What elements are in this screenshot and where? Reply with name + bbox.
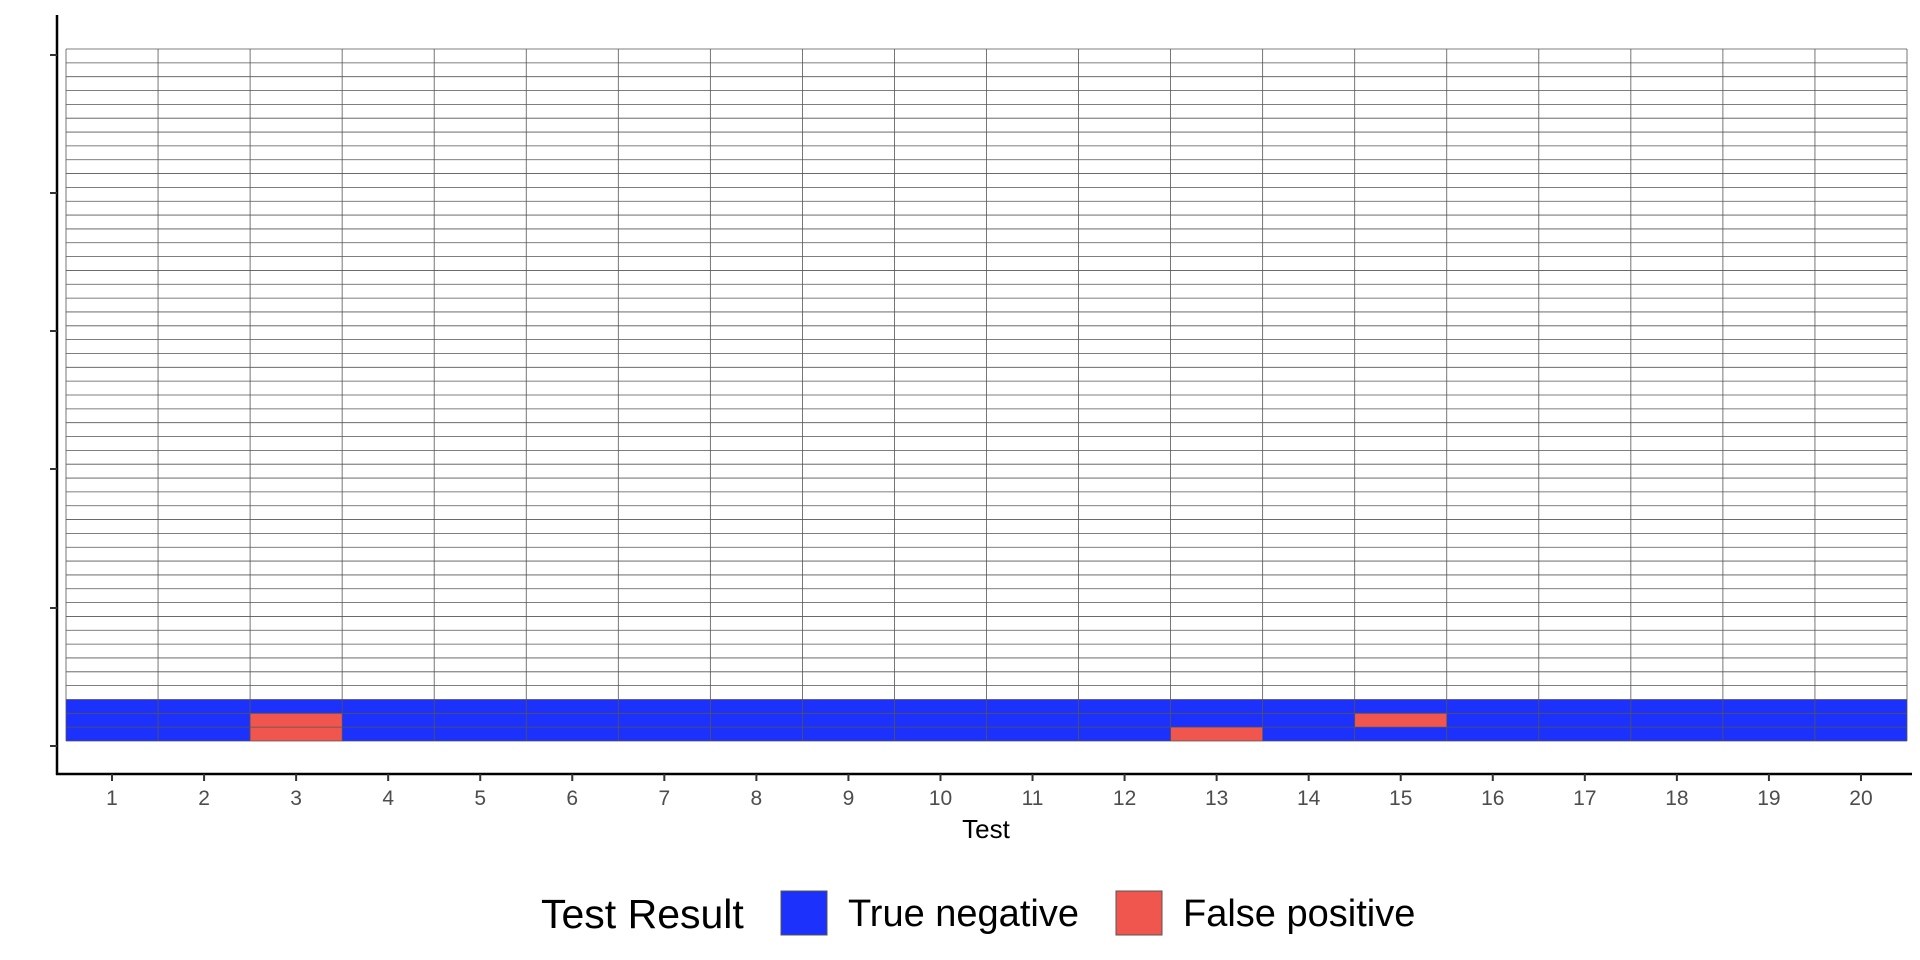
x-tick-label: 4 [382, 787, 394, 810]
heatmap-cell [250, 699, 343, 714]
x-tick-label: 18 [1665, 787, 1688, 810]
heatmap-cell [1630, 727, 1723, 741]
heatmap-cell [1538, 713, 1631, 728]
heatmap-cell [1262, 727, 1355, 741]
heatmap-cell [1078, 699, 1171, 714]
heatmap-cell [342, 699, 435, 714]
legend-title: Test Result [541, 891, 744, 937]
heatmap-cell [1722, 713, 1815, 728]
x-tick-label: 17 [1573, 787, 1596, 810]
x-tick-label: 5 [474, 787, 486, 810]
heatmap-cell [1446, 727, 1539, 741]
heatmap-cell [158, 727, 251, 741]
heatmap-cell [66, 699, 159, 714]
heatmap-cell [1630, 699, 1723, 714]
heatmap-cell [250, 727, 343, 741]
heatmap-cell [986, 727, 1079, 741]
heatmap-cell [1170, 699, 1263, 714]
legend: Test Result True negative False positive [541, 890, 1415, 937]
legend-swatch-true-negative [780, 890, 828, 936]
heatmap-cell [158, 699, 251, 714]
heatmap-cell [1446, 713, 1539, 728]
heatmap-cell [1538, 699, 1631, 714]
heatmap-cell [342, 713, 435, 728]
heatmap-grid [65, 48, 1908, 742]
heatmap-cell [250, 713, 343, 728]
heatmap-cell [1722, 727, 1815, 741]
x-tick-label: 15 [1389, 787, 1412, 810]
heatmap-cell [1354, 713, 1447, 728]
x-tick-label: 14 [1297, 787, 1321, 810]
legend-label-false-positive: False positive [1183, 893, 1415, 935]
x-tick-label: 20 [1849, 787, 1872, 810]
heatmap-cell [526, 727, 619, 741]
heatmap-cell [158, 713, 251, 728]
heatmap-cell [710, 727, 803, 741]
x-tick-label: 11 [1022, 787, 1044, 810]
heatmap-cell [986, 713, 1079, 728]
heatmap-cell [1078, 713, 1171, 728]
heatmap-cell [1722, 699, 1815, 714]
heatmap-cell [1538, 727, 1631, 741]
heatmap-cell [986, 699, 1079, 714]
heatmap-cell [1354, 699, 1447, 714]
heatmap-cell [1814, 699, 1907, 714]
x-tick-label: 2 [198, 787, 210, 810]
x-tick-label: 8 [751, 787, 763, 810]
heatmap-cell [66, 727, 159, 741]
heatmap-cell [1078, 727, 1171, 741]
heatmap-cell [434, 713, 527, 728]
x-axis-title: Test [962, 814, 1010, 844]
heatmap-cell [434, 727, 527, 741]
heatmap-cell [618, 699, 711, 714]
heatmap-cell [894, 713, 987, 728]
heatmap-cell [526, 713, 619, 728]
heatmap-cell [1262, 713, 1355, 728]
heatmap-cell [1814, 727, 1907, 741]
heatmap-cell [526, 699, 619, 714]
heatmap-cell [1446, 699, 1539, 714]
heatmap-cell [1630, 713, 1723, 728]
heatmap-cell [710, 713, 803, 728]
heatmap-cell [342, 727, 435, 741]
heatmap-cell [434, 699, 527, 714]
x-tick-label: 7 [658, 787, 670, 810]
heatmap-cell [1170, 713, 1263, 728]
x-tick-label: 13 [1205, 787, 1228, 810]
x-tick-label: 6 [566, 787, 578, 810]
axes [50, 15, 1912, 776]
heatmap-cell [710, 699, 803, 714]
heatmap-cell [618, 713, 711, 728]
x-tick-label: 16 [1481, 787, 1504, 810]
x-tick-label: 12 [1113, 787, 1136, 810]
heatmap-cell [618, 727, 711, 741]
x-axis-ticks: 1 2 3 4 5 6 7 8 9 10 11 12 13 14 15 16 17 18 19 20 [106, 774, 1873, 810]
legend-swatch-false-positive [1115, 890, 1163, 936]
heatmap-cell [894, 727, 987, 741]
legend-label-true-negative: True negative [848, 893, 1079, 935]
x-tick-label: 19 [1757, 787, 1780, 810]
heatmap-cell [1170, 727, 1263, 741]
heatmap-cell [66, 713, 159, 728]
heatmap-cells [66, 699, 1907, 741]
heatmap-cell [1814, 713, 1907, 728]
heatmap-cell [1354, 727, 1447, 741]
heatmap-cell [1262, 699, 1355, 714]
heatmap-cell [894, 699, 987, 714]
heatmap-cell [802, 713, 895, 728]
x-tick-label: 3 [290, 787, 302, 810]
x-tick-label: 1 [106, 787, 118, 810]
heatmap-cell [802, 727, 895, 741]
x-tick-label: 9 [843, 787, 855, 810]
x-tick-label: 10 [929, 787, 952, 810]
heatmap-cell [802, 699, 895, 714]
